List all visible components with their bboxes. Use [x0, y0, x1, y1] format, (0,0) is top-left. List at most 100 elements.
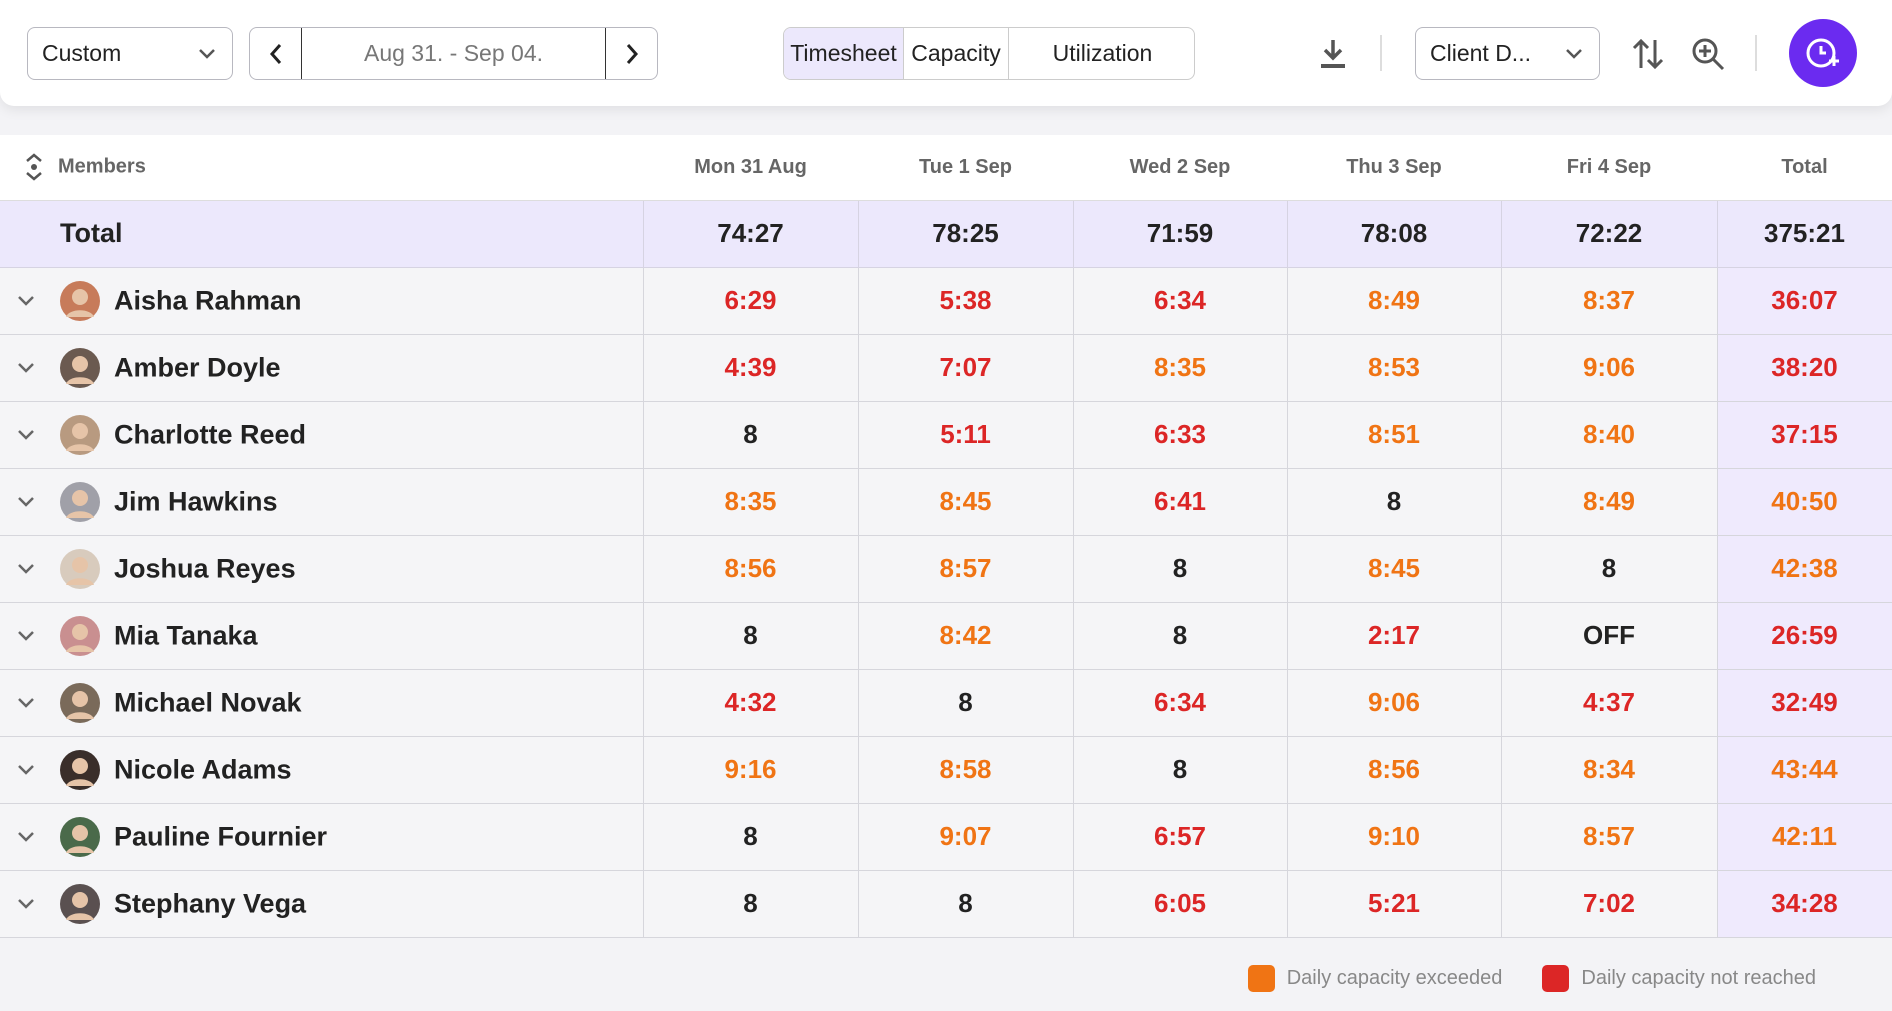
date-nav: Aug 31. - Sep 04. [249, 27, 658, 80]
expand-chevron[interactable] [16, 697, 36, 709]
member-name: Joshua Reyes [114, 553, 296, 583]
tab[interactable]: Capacity [904, 28, 1009, 79]
toolbar: Custom Aug 31. - Sep 04. Timesheet Capaci… [0, 0, 1892, 106]
date-range: Aug 31. - Sep 04. [363, 40, 543, 66]
member-name: Michael Novak [114, 687, 302, 717]
time-cell: 9:06 [1287, 669, 1502, 737]
member-name: Jim Hawkins [114, 486, 278, 516]
time-cell: 8:57 [1501, 803, 1718, 871]
time-cell: 8:45 [1287, 535, 1502, 603]
legend-label: Daily capacity exceeded [1286, 967, 1503, 989]
time-cell: 36:07 [1717, 267, 1892, 335]
time-cell: 8:56 [643, 535, 859, 603]
time-cell: 8:57 [858, 535, 1074, 603]
time-cell: 9:06 [1501, 334, 1718, 402]
time-cell: 6:05 [1073, 870, 1288, 938]
column-header: Members [0, 135, 643, 201]
legend-item: Daily capacity exceeded [1247, 965, 1503, 992]
member-cell: Michael Novak [0, 669, 644, 737]
expand-chevron[interactable] [16, 898, 36, 910]
avatar [60, 682, 100, 723]
time-cell: 42:38 [1717, 535, 1892, 603]
expand-chevron[interactable] [16, 563, 36, 575]
time-cell: 8:40 [1501, 401, 1718, 469]
time-cell: 42:11 [1717, 803, 1892, 871]
time-cell: 9:16 [643, 736, 859, 804]
zoom-icon[interactable] [1690, 36, 1726, 72]
column-header: Tue 1 Sep [858, 135, 1073, 201]
column-header: Thu 3 Sep [1287, 135, 1501, 201]
chevron [1566, 48, 1582, 59]
time-cell: 8 [1073, 535, 1288, 603]
expand-chevron[interactable] [16, 831, 36, 843]
time-cell: 4:32 [643, 669, 859, 737]
chevron [199, 48, 215, 59]
time-cell: 8 [643, 401, 859, 469]
legend-label: Daily capacity not reached [1581, 967, 1816, 989]
sort-rows-icon[interactable] [24, 152, 44, 182]
legend-item: Daily capacity not reached [1542, 965, 1816, 992]
expand-chevron[interactable] [16, 630, 36, 642]
header-text: Wed 2 Sep [1129, 155, 1231, 178]
time-cell: 37:15 [1717, 401, 1892, 469]
member-cell: Stephany Vega [0, 870, 644, 938]
expand-chevron[interactable] [16, 295, 36, 307]
member-name: Charlotte Reed [114, 419, 307, 449]
member-cell: Pauline Fournier [0, 803, 644, 871]
member-name: Aisha Rahman [114, 285, 302, 315]
member-cell: Nicole Adams [0, 736, 644, 804]
time-cell: 6:29 [643, 267, 859, 335]
avatar [60, 414, 100, 455]
column-header: Fri 4 Sep [1501, 135, 1717, 201]
timesheet-table: Members Mon 31 Aug Tue 1 Sep Wed 2 Sep Thu 3… [0, 135, 1892, 938]
time-cell: 6:34 [1073, 267, 1288, 335]
expand-chevron[interactable] [16, 429, 36, 441]
column-header: Wed 2 Sep [1073, 135, 1287, 201]
prev-icon [269, 43, 281, 64]
tab[interactable]: Utilization [1052, 40, 1153, 66]
range-select[interactable]: Custom [27, 27, 233, 80]
avatar [60, 749, 100, 790]
member-name: Amber Doyle [114, 352, 281, 382]
client-select[interactable]: Client D... [1415, 27, 1600, 80]
time-cell: 38:20 [1717, 334, 1892, 402]
member-cell: Amber Doyle [0, 334, 644, 402]
time-cell: 4:37 [1501, 669, 1718, 737]
tab[interactable]: Timesheet [784, 28, 904, 79]
expand-chevron[interactable] [16, 496, 36, 508]
time-cell: OFF [1501, 602, 1718, 670]
member-cell: Mia Tanaka [0, 602, 644, 670]
member-row: Pauline Fournier 8 9:07 6:57 9:10 8:57 42:11 [0, 803, 1892, 871]
download-icon[interactable] [1318, 38, 1348, 70]
member-name: Nicole Adams [114, 754, 292, 784]
next-icon [626, 43, 638, 64]
prev-button[interactable] [250, 28, 302, 79]
next-button[interactable] [605, 28, 657, 79]
avatar [60, 816, 100, 857]
expand-chevron[interactable] [16, 362, 36, 374]
member-cell: Charlotte Reed [0, 401, 644, 469]
total-cell: 78:08 [1287, 200, 1502, 268]
sort-icon[interactable] [1632, 38, 1664, 70]
header-text: Total [1781, 155, 1828, 178]
total-label: Total [0, 200, 644, 268]
time-cell: 8:58 [858, 736, 1074, 804]
expand-chevron[interactable] [16, 764, 36, 776]
time-cell: 8:35 [643, 468, 859, 536]
time-cell: 8:49 [1287, 267, 1502, 335]
time-cell: 6:33 [1073, 401, 1288, 469]
member-name: Pauline Fournier [114, 821, 328, 851]
time-cell: 8:45 [858, 468, 1074, 536]
time-cell: 8:51 [1287, 401, 1502, 469]
time-cell: 8 [1501, 535, 1718, 603]
time-cell: 8 [858, 870, 1074, 938]
avatar [60, 280, 100, 321]
separator [1755, 35, 1757, 71]
time-cell: 34:28 [1717, 870, 1892, 938]
time-cell: 8:56 [1287, 736, 1502, 804]
time-cell: 7:07 [858, 334, 1074, 402]
time-cell: 8 [643, 803, 859, 871]
member-cell: Jim Hawkins [0, 468, 644, 536]
add-time-button[interactable] [1789, 19, 1857, 87]
time-cell: 8:53 [1287, 334, 1502, 402]
